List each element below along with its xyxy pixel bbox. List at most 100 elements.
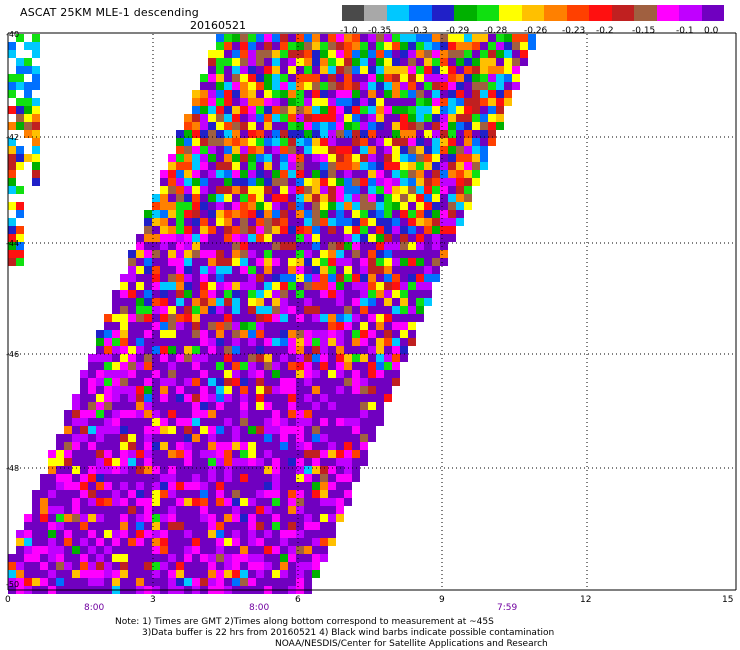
swath-cell bbox=[416, 218, 424, 226]
swath-cell bbox=[40, 538, 48, 546]
swath-cell bbox=[240, 242, 248, 250]
swath-cell bbox=[272, 138, 280, 146]
swath-cell bbox=[296, 82, 304, 90]
swath-cell bbox=[208, 178, 216, 186]
swath-cell bbox=[352, 162, 360, 170]
swath-cell bbox=[40, 522, 48, 530]
swath-cell bbox=[232, 282, 240, 290]
swath-cell bbox=[472, 178, 480, 186]
swath-cell bbox=[336, 42, 344, 50]
swath-cell bbox=[312, 362, 320, 370]
swath-cell bbox=[280, 338, 288, 346]
swath-cell bbox=[344, 74, 352, 82]
swath-cell bbox=[200, 530, 208, 538]
swath-cell bbox=[240, 282, 248, 290]
swath-cell bbox=[312, 506, 320, 514]
swath-cell bbox=[56, 514, 64, 522]
swath-cell bbox=[264, 130, 272, 138]
swath-cell bbox=[320, 402, 328, 410]
swath-cell bbox=[136, 362, 144, 370]
swath-cell bbox=[432, 178, 440, 186]
swath-cell bbox=[304, 74, 312, 82]
swath-cell bbox=[424, 274, 432, 282]
swath-cell bbox=[224, 122, 232, 130]
swath-cell bbox=[488, 42, 496, 50]
swath-cell bbox=[304, 346, 312, 354]
swath-cell bbox=[360, 426, 368, 434]
swath-cell bbox=[232, 66, 240, 74]
swath-cell bbox=[400, 34, 408, 42]
swath-cell bbox=[272, 570, 280, 578]
map-grid bbox=[7, 32, 737, 591]
swath-cell bbox=[264, 146, 272, 154]
swath-cell bbox=[152, 562, 160, 570]
swath-cell bbox=[304, 474, 312, 482]
swath-cell bbox=[120, 538, 128, 546]
swath-cell bbox=[232, 274, 240, 282]
swath-cell bbox=[192, 162, 200, 170]
swath-cell bbox=[272, 506, 280, 514]
swath-cell bbox=[272, 458, 280, 466]
swath-cell bbox=[288, 418, 296, 426]
swath-cell bbox=[224, 50, 232, 58]
swath-cell bbox=[200, 410, 208, 418]
swath-cell bbox=[376, 330, 384, 338]
swath-cell bbox=[400, 322, 408, 330]
swath-cell bbox=[384, 82, 392, 90]
swath-cell bbox=[328, 42, 336, 50]
swath-cell bbox=[72, 514, 80, 522]
swath-cell bbox=[160, 514, 168, 522]
swath-cell bbox=[304, 482, 312, 490]
swath-cell bbox=[360, 226, 368, 234]
swath-cell bbox=[392, 250, 400, 258]
swath-cell bbox=[256, 402, 264, 410]
swath-cell bbox=[416, 202, 424, 210]
swath-cell bbox=[360, 130, 368, 138]
swath-cell bbox=[384, 186, 392, 194]
swath-cell bbox=[216, 34, 224, 42]
swath-cell bbox=[416, 306, 424, 314]
swath-cell bbox=[416, 98, 424, 106]
swath-cell bbox=[264, 210, 272, 218]
swath-cell bbox=[336, 370, 344, 378]
swath-cell bbox=[216, 426, 224, 434]
swath-cell bbox=[232, 378, 240, 386]
swath-cell bbox=[424, 98, 432, 106]
swath-cell bbox=[256, 218, 264, 226]
swath-cell bbox=[344, 498, 352, 506]
swath-cell bbox=[384, 58, 392, 66]
swath-cell bbox=[96, 370, 104, 378]
swath-cell bbox=[256, 114, 264, 122]
swath-cell bbox=[216, 146, 224, 154]
swath-cell bbox=[120, 362, 128, 370]
swath-cell bbox=[216, 434, 224, 442]
swath-cell bbox=[168, 162, 176, 170]
swath-cell bbox=[288, 530, 296, 538]
swath-cell bbox=[136, 490, 144, 498]
swath-cell bbox=[208, 154, 216, 162]
swath-cell bbox=[16, 66, 24, 74]
swath-cell bbox=[304, 362, 312, 370]
swath-cell bbox=[136, 546, 144, 554]
swath-cell bbox=[160, 338, 168, 346]
swath-cell bbox=[280, 34, 288, 42]
swath-cell bbox=[96, 330, 104, 338]
swath-cell bbox=[296, 58, 304, 66]
swath-cell bbox=[376, 98, 384, 106]
swath-cell bbox=[240, 226, 248, 234]
swath-cell bbox=[184, 466, 192, 474]
swath-cell bbox=[344, 162, 352, 170]
swath-cell bbox=[296, 386, 304, 394]
swath-cell bbox=[368, 122, 376, 130]
swath-cell bbox=[320, 114, 328, 122]
y-tick-label: -48 bbox=[6, 464, 19, 473]
swath-cell bbox=[304, 434, 312, 442]
swath-cell bbox=[64, 482, 72, 490]
swath-cell bbox=[224, 450, 232, 458]
swath-cell bbox=[208, 498, 216, 506]
swath-cell bbox=[112, 402, 120, 410]
swath-cell bbox=[192, 538, 200, 546]
swath-cell bbox=[304, 394, 312, 402]
swath-cell bbox=[328, 490, 336, 498]
swath-cell bbox=[184, 314, 192, 322]
